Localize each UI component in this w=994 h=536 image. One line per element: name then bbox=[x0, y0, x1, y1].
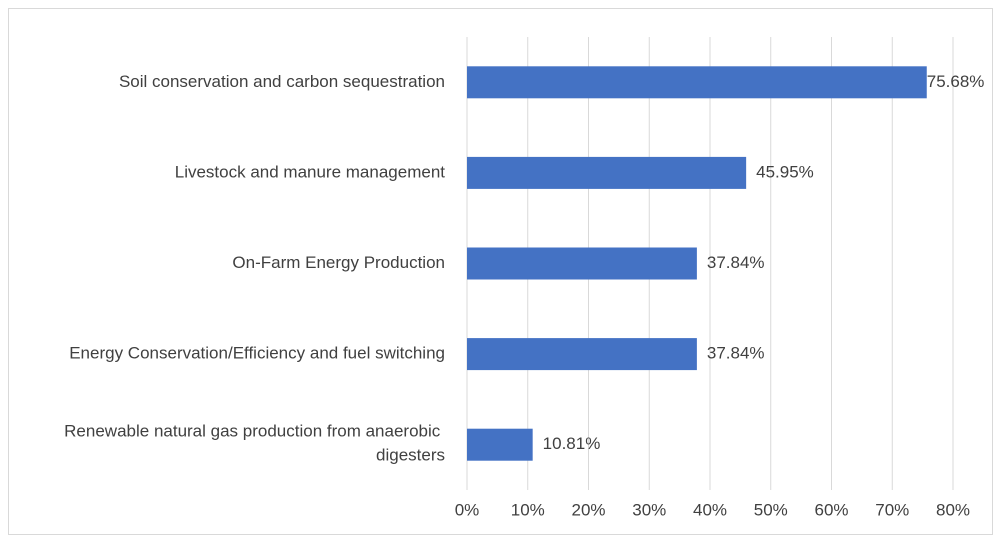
x-tick-label: 60% bbox=[814, 500, 848, 519]
bar bbox=[467, 428, 533, 461]
bar bbox=[467, 247, 697, 280]
bar bbox=[467, 66, 927, 99]
x-tick-label: 80% bbox=[936, 500, 970, 519]
data-label: 45.95% bbox=[756, 162, 814, 181]
x-tick-label: 0% bbox=[455, 500, 480, 519]
data-label: 75.68% bbox=[927, 72, 985, 91]
x-tick-label: 70% bbox=[875, 500, 909, 519]
bar bbox=[467, 156, 747, 189]
y-tick-label: Livestock and manure management bbox=[175, 162, 446, 181]
y-tick-label: Renewable natural gas production from an… bbox=[64, 422, 445, 465]
y-tick-label: Energy Conservation/Efficiency and fuel … bbox=[69, 344, 445, 363]
y-tick-label: Soil conservation and carbon sequestrati… bbox=[119, 72, 445, 91]
data-label: 37.84% bbox=[707, 253, 765, 272]
x-tick-label: 50% bbox=[754, 500, 788, 519]
x-tick-label: 40% bbox=[693, 500, 727, 519]
y-tick-label: On-Farm Energy Production bbox=[232, 253, 445, 272]
bar bbox=[467, 338, 697, 371]
x-tick-label: 20% bbox=[571, 500, 605, 519]
x-tick-label: 30% bbox=[632, 500, 666, 519]
data-label: 10.81% bbox=[543, 434, 601, 453]
x-tick-label: 10% bbox=[511, 500, 545, 519]
data-label: 37.84% bbox=[707, 344, 765, 363]
